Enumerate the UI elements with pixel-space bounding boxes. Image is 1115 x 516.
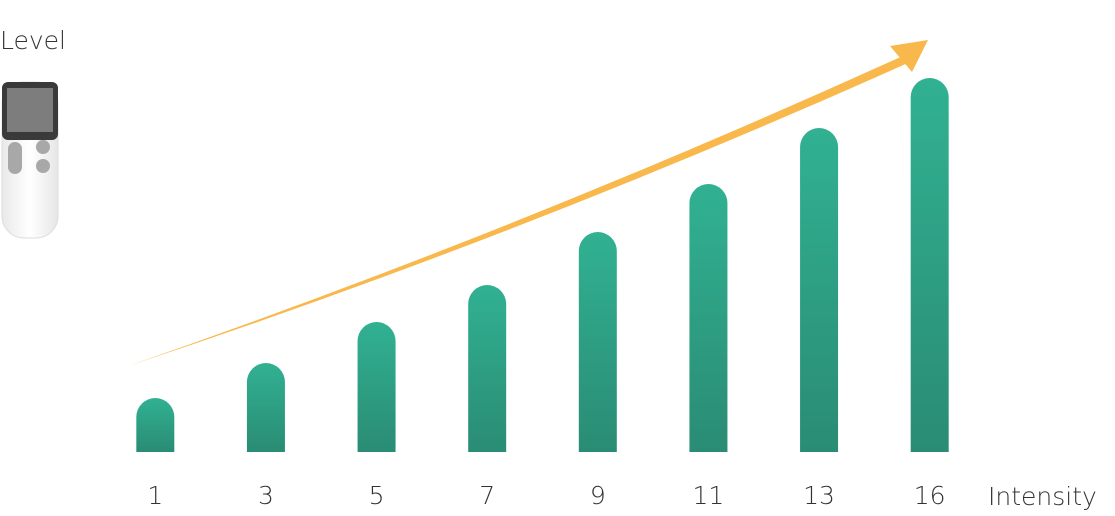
x-tick-label: 3 [258, 481, 274, 510]
bar [689, 184, 728, 452]
bar [910, 78, 949, 452]
x-axis-label: Intensity [988, 482, 1097, 511]
trend-arrow [128, 40, 928, 366]
y-axis-label: Level [0, 26, 66, 55]
bar [468, 285, 507, 452]
x-tick-label: 1 [147, 481, 163, 510]
x-tick-label: 5 [369, 481, 385, 510]
bar [578, 232, 617, 452]
remote-icon [1, 81, 59, 239]
x-tick-label: 13 [803, 481, 835, 510]
bar [136, 398, 175, 452]
x-tick-label: 11 [693, 481, 725, 510]
bar [246, 363, 285, 452]
x-tick-label: 7 [479, 481, 495, 510]
bar [800, 128, 839, 452]
bar [357, 322, 396, 452]
x-tick-label: 16 [914, 481, 946, 510]
x-tick-label: 9 [590, 481, 606, 510]
